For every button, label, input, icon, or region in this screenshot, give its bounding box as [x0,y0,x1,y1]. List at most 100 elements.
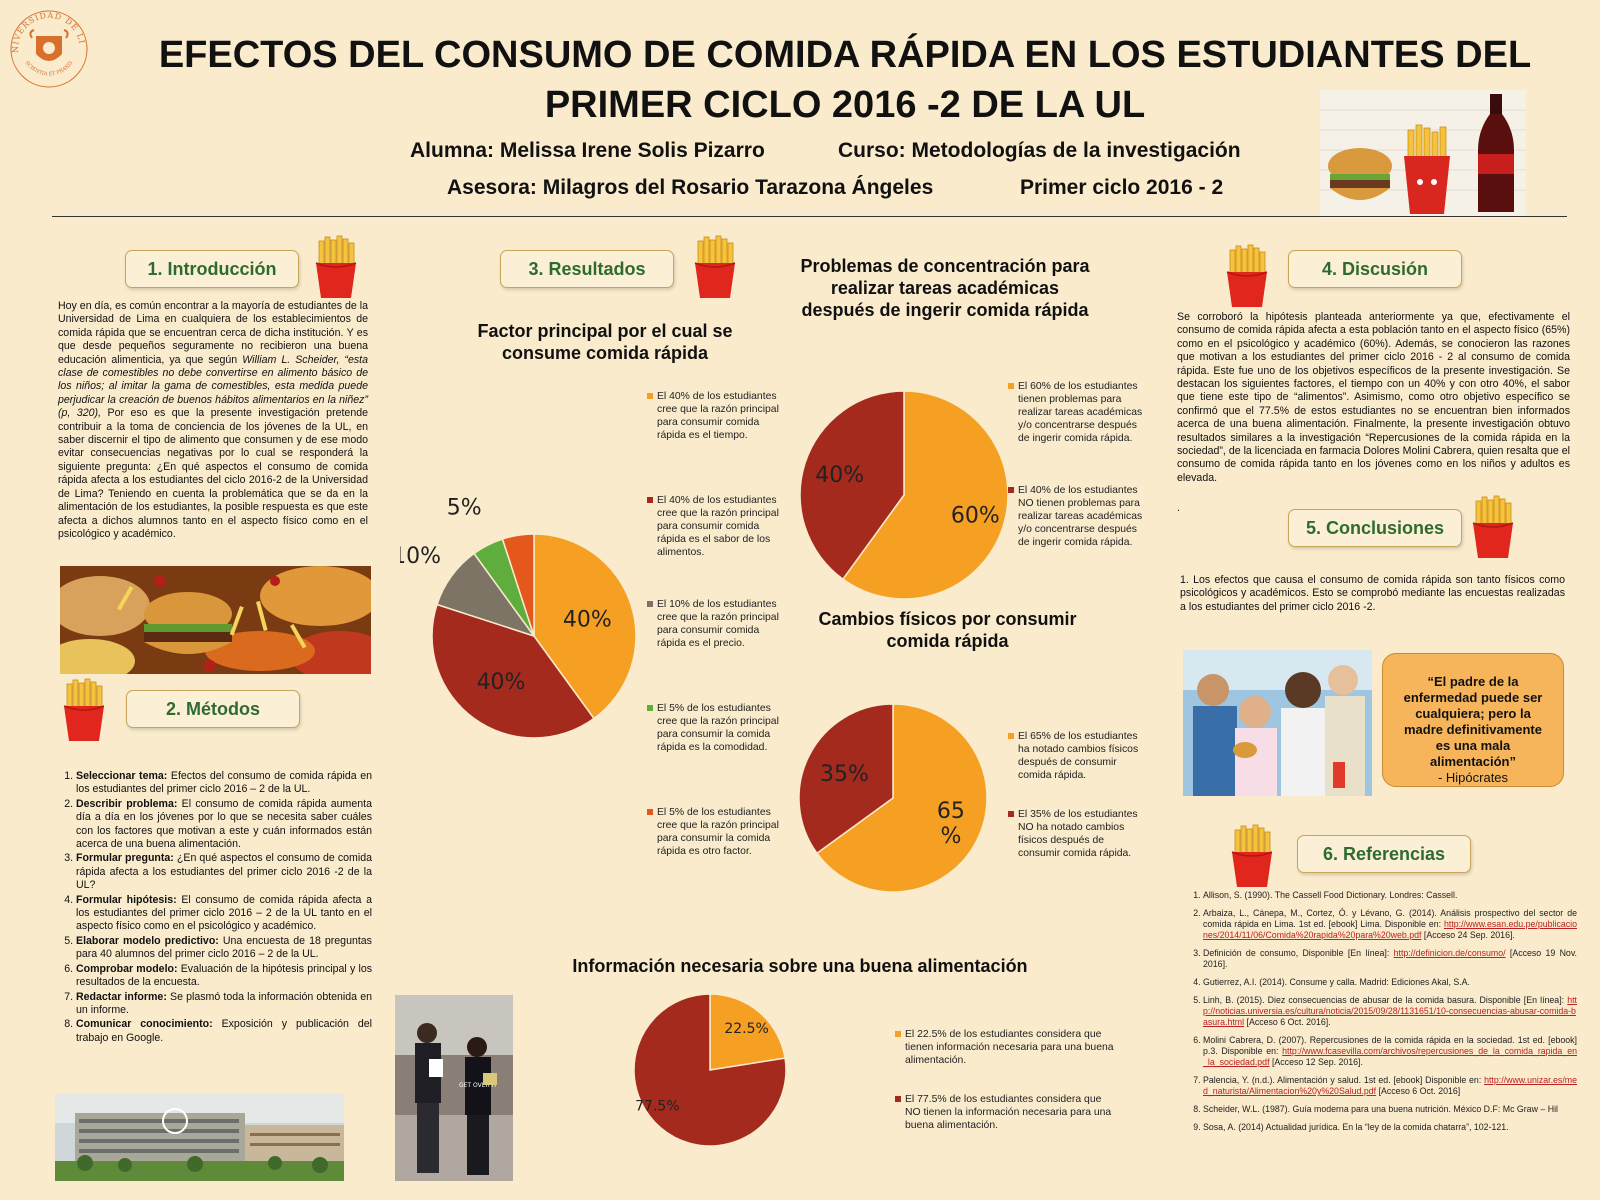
intro-paragraph: Hoy en día, es común encontrar a la mayo… [58,300,368,541]
discussion-trailing-dot: . [1177,502,1180,514]
header-divider [52,216,1567,217]
method-step: Elaborar modelo predictivo: Una encuesta… [76,935,372,962]
pie-slice [501,533,535,637]
hippocrates-quote: “El padre de la enfermedad puede ser cua… [1382,653,1564,787]
reference-text: Molini Cabrera, D. (2007). Repercusiones… [1203,1035,1577,1056]
method-step: Formular hipótesis: El consumo de comida… [76,894,372,934]
chart3-title: Cambios físicos por consumir comida rápi… [818,609,1077,651]
students-photo: GET OVER IT [395,995,513,1181]
pie-label: 5% [498,490,533,494]
chart1-title: Factor principal por el cual se consume … [477,321,733,363]
pie-label: 40% [477,670,526,695]
reference-text: Linh, B. (2015). Diez consecuencias de a… [1203,995,1568,1005]
pie-slice [799,390,905,581]
method-step-term: Comunicar conocimiento: [76,1018,213,1031]
method-step-term: Formular pregunta: [76,852,174,865]
method-step-text: Exposición y publicación del trabajo en … [76,1018,372,1044]
legend-item: El 5% de los estudiantes cree que la raz… [647,806,782,858]
fries-icon [61,678,107,742]
reference-link[interactable]: http://www.fcasevilla.com/archivos/reper… [1203,1046,1577,1067]
reference-item: Allison, S. (1990). The Cassell Food Dic… [1203,890,1577,901]
legend-swatch [895,1031,901,1037]
legend-text: El 5% de los estudiantes cree que la raz… [657,807,779,857]
reference-access-date: [Acceso 6 Oct. 2016] [1376,1086,1461,1096]
legend-item: El 77.5% de los estudiantes considera qu… [895,1093,1115,1132]
reference-access-date: [Acceso 12 Sep. 2016]. [1269,1057,1363,1067]
fast-food-photo [60,566,371,674]
chart1-pie: 40%40%10%5%5% [400,490,637,739]
reference-link[interactable]: http://www.unizar.es/med_naturista/Alime… [1203,1075,1577,1096]
reference-text: Palencia, Y. (n.d.). Alimentación y salu… [1203,1075,1485,1085]
legend-text: El 35% de los estudiantes NO ha notado c… [1018,809,1138,859]
section-discussion-heading: 4. Discusión [1288,250,1462,288]
legend-item: El 60% de los estudiantes tienen problem… [1008,380,1143,445]
shirt-text: GET OVER IT [459,1082,497,1089]
legend-text: El 65% de los estudiantes ha notado camb… [1018,731,1139,781]
poster-title: EFECTOS DEL CONSUMO DE COMIDA RÁPIDA EN … [95,30,1595,130]
method-step-term: Redactar informe: [76,990,167,1003]
chart2-pie: 60% 40% [799,390,1009,600]
method-step-term: Seleccionar tema: [76,770,168,782]
reference-link[interactable]: http://noticias.universia.es/cultura/not… [1203,995,1577,1027]
pie-slice [815,703,988,893]
method-step-text: Se plasmó toda la información obtenida e… [76,990,372,1016]
reference-access-date: [Acceso 6 Oct. 2016]. [1244,1017,1331,1027]
svg-text:SCIENTIA ET PRAXIS: SCIENTIA ET PRAXIS [24,60,75,78]
section-results-heading: 3. Resultados [500,250,674,288]
legend-swatch [647,393,653,399]
course-name: Curso: Metodologías de la investigación [838,139,1241,162]
section-methods-heading: 2. Métodos [126,690,300,728]
logo-text-bottom: SCIENTIA ET PRAXIS [24,60,75,78]
reference-text: Scheider, W.L. (1987). Guía moderna para… [1203,1104,1558,1114]
chart4-title: Información necesaria sobre una buena al… [572,956,1028,976]
legend-item: El 40% de los estudiantes cree que la ra… [647,494,782,559]
legend-swatch [1008,383,1014,389]
method-step: Describir problema: El consumo de comida… [76,798,372,852]
legend-text: El 40% de los estudiantes cree que la ra… [657,391,779,441]
reference-link[interactable]: http://definicion.de/consumo/ [1393,948,1506,958]
legend-item: El 35% de los estudiantes NO ha notado c… [1008,808,1143,860]
pie-label: 22.5% [724,1021,768,1037]
method-step-text: El consumo de comida rápida aumenta día … [76,797,372,851]
pie-label: 10% [400,544,441,569]
reference-text: Sosa, A. (2014) Actualidad jurídica. En … [1203,1122,1509,1132]
reference-item: Scheider, W.L. (1987). Guía moderna para… [1203,1104,1577,1115]
fast-food-illustration [1320,90,1526,218]
reference-text: Gutierrez, A.I. (2014). Consume y calla.… [1203,977,1470,987]
legend-text: El 5% de los estudiantes cree que la raz… [657,703,779,753]
reference-item: Molini Cabrera, D. (2007). Repercusiones… [1203,1035,1577,1068]
cycle-label: Primer ciclo 2016 - 2 [1020,176,1224,199]
pie-label: 40% [815,463,864,488]
advisor-name: Asesora: Milagros del Rosario Tarazona Á… [447,176,934,199]
pie-slice [841,390,1009,600]
title-line-1: EFECTOS DEL CONSUMO DE COMIDA RÁPIDA EN … [158,34,1532,76]
method-step: Seleccionar tema: Efectos del consumo de… [76,770,372,797]
chart4-legend: El 22.5% de los estudiantes considera qu… [895,1028,1114,1148]
legend-text: El 40% de los estudiantes cree que la ra… [657,495,779,558]
reference-text: Arbaiza, L., Cánepa, M., Cortez, Ó. y Lé… [1203,908,1577,929]
method-step-text: El consumo de comida rápida afecta a los… [76,893,373,933]
chart4-pie: 22.5% 77.5% [633,993,787,1147]
legend-swatch [647,705,653,711]
method-step-text: ¿En qué aspectos el consumo de comida rá… [76,852,373,892]
section-conclusions-heading: 5. Conclusiones [1288,509,1462,547]
reference-item: Sosa, A. (2014) Actualidad jurídica. En … [1203,1122,1577,1133]
method-step-text: Una encuesta de 18 preguntas para 40 alu… [76,934,372,961]
pie-slice [709,993,786,1071]
university-logo: UNIVERSIDAD DE LIMA SCIENTIA ET PRAXIS [3,1,90,90]
method-step-text: Evaluación de la hipótesis principal y l… [76,962,373,989]
chart2-title: Problemas de concentración para realizar… [800,256,1090,320]
chart2-legend: El 60% de los estudiantes tienen problem… [1008,380,1142,590]
reference-item: Palencia, Y. (n.d.). Alimentación y salu… [1203,1075,1577,1097]
discussion-paragraph: Se corroboró la hipótesis planteada ante… [1177,311,1570,484]
student-name: Alumna: Melissa Irene Solis Pizarro [410,139,765,162]
chart1-legend: El 40% de los estudiantes cree que la ra… [647,390,779,880]
intro-text-1: Hoy en día, es común encontrar a la mayo… [58,300,368,366]
reference-link[interactable]: http://www.esan.edu.pe/publicaciones/201… [1203,919,1577,940]
pie-label: 65% [937,799,965,849]
legend-text: El 10% de los estudiantes cree que la ra… [657,599,779,649]
legend-swatch [647,497,653,503]
method-step: Comprobar modelo: Evaluación de la hipót… [76,963,372,990]
legend-text: El 60% de los estudiantes tienen problem… [1018,381,1143,444]
pie-label: 40% [563,607,612,632]
